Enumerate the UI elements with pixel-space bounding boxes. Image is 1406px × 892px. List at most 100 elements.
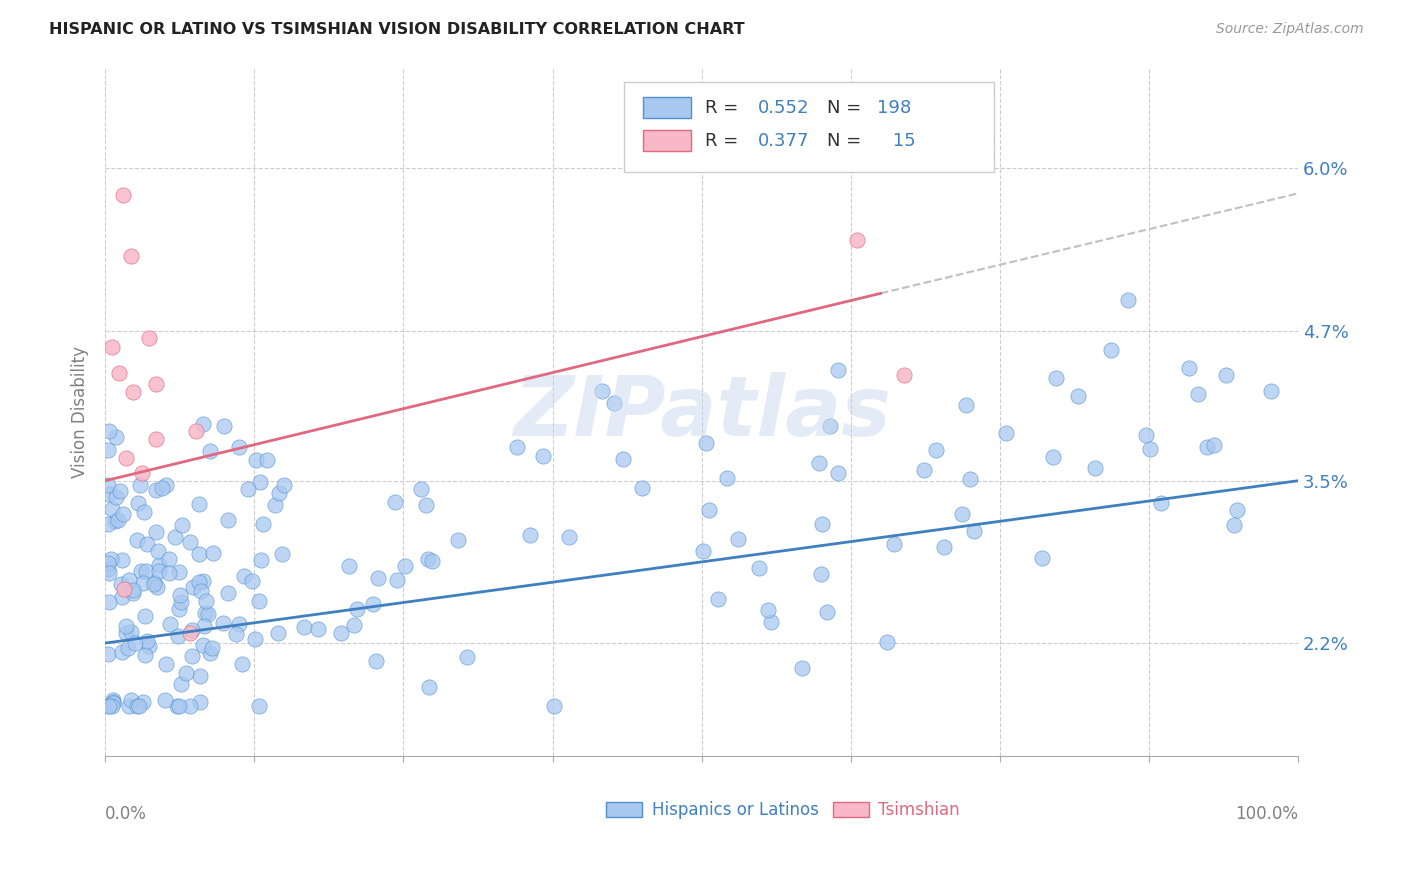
Point <box>170 595 193 609</box>
Point <box>418 680 440 694</box>
Point <box>97 562 120 576</box>
Point <box>179 625 201 640</box>
Point <box>101 502 124 516</box>
Point <box>132 575 155 590</box>
Point <box>155 657 177 671</box>
Point <box>1223 518 1246 533</box>
Y-axis label: Vision Disability: Vision Disability <box>72 346 89 478</box>
Point <box>122 586 145 600</box>
Point <box>134 609 156 624</box>
Point <box>1226 503 1249 517</box>
Point <box>558 529 581 543</box>
Text: Hispanics or Latinos: Hispanics or Latinos <box>651 801 818 819</box>
Point <box>883 536 905 550</box>
Point <box>157 552 180 566</box>
Point <box>955 398 977 412</box>
Point <box>167 698 190 713</box>
Point <box>217 513 239 527</box>
Point <box>107 367 129 381</box>
Point <box>103 696 125 710</box>
Point <box>193 619 215 633</box>
Point <box>1150 496 1173 510</box>
Point <box>630 482 652 496</box>
Point <box>367 571 389 585</box>
Point <box>242 574 264 588</box>
Point <box>172 517 194 532</box>
Point <box>267 485 290 500</box>
Point <box>111 507 134 521</box>
Point <box>115 450 138 465</box>
FancyBboxPatch shape <box>832 802 869 817</box>
Point <box>190 695 212 709</box>
Text: 100.0%: 100.0% <box>1234 805 1298 823</box>
Point <box>225 627 247 641</box>
Point <box>127 496 149 510</box>
Point <box>1204 438 1226 452</box>
Point <box>1042 450 1064 464</box>
Point <box>134 505 156 519</box>
Point <box>120 249 142 263</box>
Point <box>228 440 250 454</box>
Point <box>256 453 278 467</box>
FancyBboxPatch shape <box>606 802 643 817</box>
Point <box>145 524 167 539</box>
Point <box>146 544 169 558</box>
Text: 0.377: 0.377 <box>758 132 810 150</box>
Point <box>264 498 287 512</box>
Point <box>97 648 120 662</box>
Point <box>104 514 127 528</box>
Point <box>110 483 132 498</box>
Point <box>1260 384 1282 399</box>
Point <box>132 696 155 710</box>
Point <box>811 517 834 532</box>
Point <box>134 648 156 663</box>
Point <box>174 665 197 680</box>
Point <box>1135 428 1157 442</box>
Point <box>155 478 177 492</box>
Point <box>97 443 120 458</box>
Point <box>950 508 973 522</box>
Point <box>420 554 443 568</box>
Point <box>845 233 868 247</box>
Point <box>243 632 266 646</box>
Point <box>98 698 121 713</box>
Point <box>827 466 849 480</box>
Point <box>695 436 717 450</box>
Point <box>167 629 190 643</box>
Point <box>198 444 221 458</box>
Point <box>756 603 779 617</box>
Point <box>411 482 433 496</box>
Point <box>1178 360 1201 375</box>
Point <box>1045 370 1067 384</box>
Point <box>142 577 165 591</box>
Point <box>186 425 208 439</box>
Point <box>193 639 215 653</box>
Point <box>385 573 408 587</box>
Point <box>135 634 157 648</box>
Point <box>118 573 141 587</box>
Point <box>807 456 830 470</box>
Point <box>217 586 239 600</box>
Point <box>876 635 898 649</box>
Point <box>142 575 165 590</box>
Point <box>995 425 1018 440</box>
Point <box>188 574 211 589</box>
Text: HISPANIC OR LATINO VS TSIMSHIAN VISION DISABILITY CORRELATION CHART: HISPANIC OR LATINO VS TSIMSHIAN VISION D… <box>49 22 745 37</box>
Point <box>117 640 139 655</box>
Point <box>415 498 437 512</box>
Point <box>97 595 120 609</box>
Point <box>98 566 121 581</box>
Point <box>1031 551 1053 566</box>
Point <box>179 698 201 713</box>
Point <box>212 419 235 434</box>
Text: N =: N = <box>827 132 868 150</box>
Point <box>124 636 146 650</box>
Point <box>1187 386 1209 401</box>
Point <box>506 440 529 454</box>
Point <box>159 616 181 631</box>
Point <box>148 564 170 578</box>
Point <box>101 693 124 707</box>
Point <box>748 561 770 575</box>
Text: 15: 15 <box>887 132 915 150</box>
Point <box>169 588 191 602</box>
